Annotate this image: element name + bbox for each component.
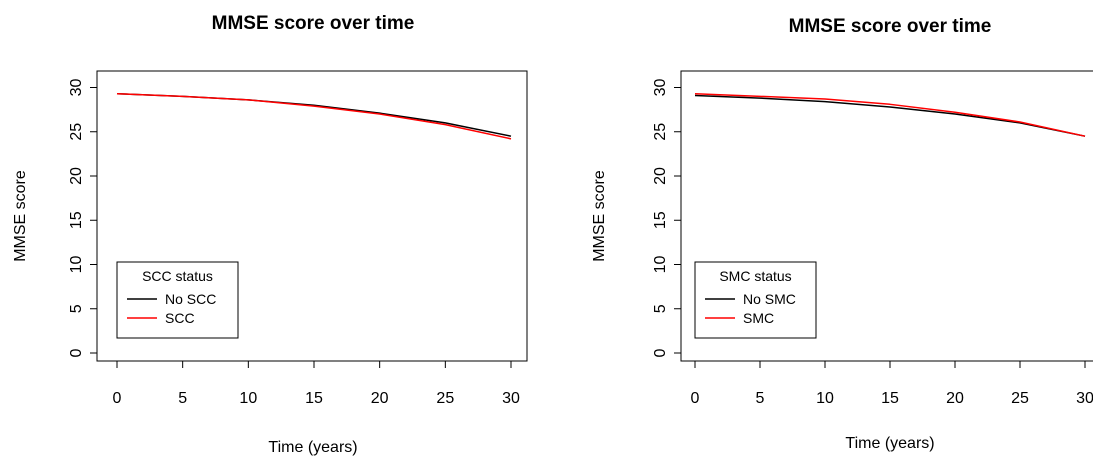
x-tick-label: 30: [502, 390, 520, 407]
plot-frame: [680, 70, 1093, 362]
y-tick-label: 20: [68, 167, 85, 185]
y-tick-label: 30: [68, 79, 85, 97]
y-tick-label: 25: [68, 123, 85, 141]
series-line-scc: [116, 92, 512, 140]
legend: SMC status No SMC SMC: [694, 261, 817, 339]
y-tick-label: 30: [652, 79, 669, 97]
legend-label: No SMC: [743, 291, 796, 307]
y-tick-label: 10: [652, 256, 669, 274]
plot-frame: [96, 70, 528, 362]
chart-panel-1: MMSE score over time 0 5 10 15 20 25 30 0 5 10 15 20…: [12, 13, 528, 456]
y-axis-label: MMSE score: [12, 170, 29, 262]
x-tick-label: 20: [946, 390, 964, 407]
legend-box: [116, 261, 239, 339]
y-tick-label: 15: [652, 211, 669, 229]
legend-title: SMC status: [719, 268, 791, 284]
x-tick-label: 25: [1011, 390, 1029, 407]
legend-title: SCC status: [142, 268, 213, 284]
chart-title: MMSE score over time: [789, 16, 992, 37]
chart-title: MMSE score over time: [212, 13, 415, 34]
y-tick-label: 15: [68, 211, 85, 229]
y-tick-label: 10: [68, 256, 85, 274]
x-axis-label: Time (years): [268, 439, 357, 456]
x-tick-label: 0: [113, 390, 122, 407]
y-tick-label: 25: [652, 123, 669, 141]
x-tick-label: 10: [239, 390, 257, 407]
x-tick-label: 30: [1076, 390, 1093, 407]
legend-label: No SCC: [165, 291, 216, 307]
series-line-no-smc: [694, 94, 1086, 137]
legend-label: SMC: [743, 310, 774, 326]
y-tick-label: 5: [68, 304, 85, 313]
x-tick-label: 15: [305, 390, 323, 407]
x-tick-label: 0: [691, 390, 700, 407]
y-tick-label: 5: [652, 304, 669, 313]
x-axis-label: Time (years): [845, 435, 934, 452]
y-tick-label: 20: [652, 167, 669, 185]
x-tick-label: 10: [816, 390, 834, 407]
x-tick-label: 25: [436, 390, 454, 407]
legend-box: [694, 261, 817, 339]
x-tick-label: 15: [881, 390, 899, 407]
y-tick-label: 0: [652, 348, 669, 357]
x-tick-label: 20: [371, 390, 389, 407]
y-axis-label: MMSE score: [591, 170, 608, 262]
x-tick-label: 5: [178, 390, 187, 407]
chart-panel-2: MMSE score over time 0 5 10 15 20 25 30 0 5 10 15 20…: [591, 16, 1093, 452]
legend-label: SCC: [165, 310, 195, 326]
x-tick-label: 5: [756, 390, 765, 407]
series-line-no-scc: [116, 92, 512, 137]
legend: SCC status No SCC SCC: [116, 261, 239, 339]
series-line-smc: [694, 92, 1086, 137]
y-tick-label: 0: [68, 348, 85, 357]
